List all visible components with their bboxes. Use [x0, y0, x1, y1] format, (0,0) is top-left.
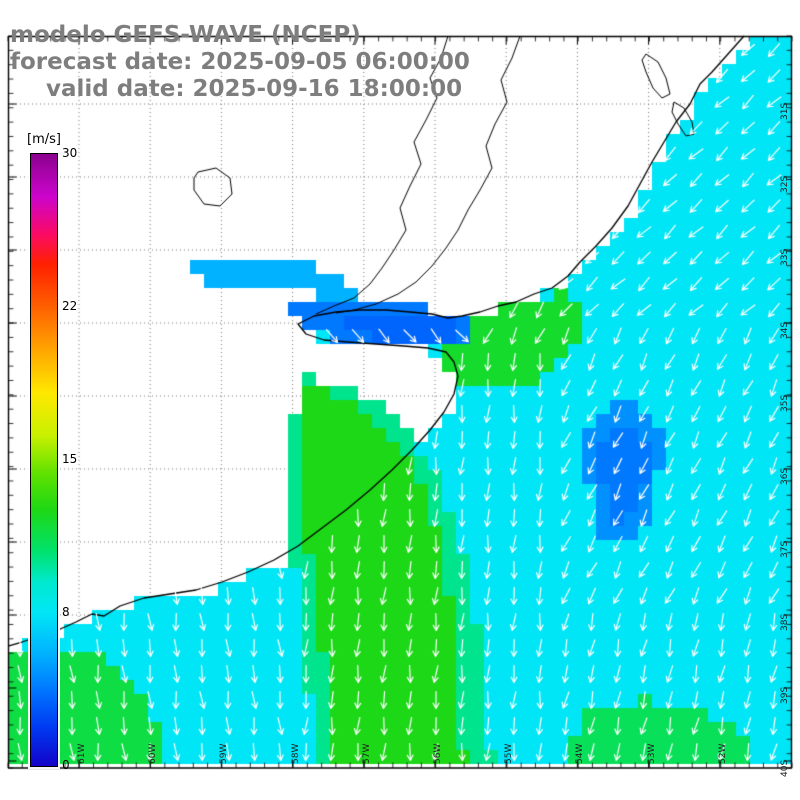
colorbar-tick-label: 15	[62, 452, 78, 466]
x-tick-label: 57W	[361, 743, 372, 764]
y-tick-label: 35S	[780, 394, 790, 412]
y-tick-label: 36S	[780, 467, 790, 485]
x-tick-label: 56W	[433, 743, 443, 764]
x-tick-label: 58W	[290, 743, 301, 764]
x-tick-label: 60W	[148, 743, 159, 764]
colorbar-unit-label: [m/s]	[27, 132, 61, 147]
chart-title-block: modelo GEFS-WAVE (NCEP) forecast date: 2…	[10, 22, 470, 103]
x-tick-label: 61W	[77, 743, 87, 764]
y-tick-label: 37S	[780, 540, 790, 558]
forecast-date-label: forecast date: 2025-09-05 06:00:00	[10, 49, 470, 75]
y-tick-label: 38S	[780, 613, 790, 631]
x-tick-label: 53W	[646, 743, 657, 764]
y-tick-label: 32S	[780, 175, 790, 193]
colorbar-tick-label: 22	[62, 299, 78, 313]
x-tick-label: 55W	[504, 743, 515, 764]
y-tick-label: 39S	[780, 686, 790, 704]
y-tick-label: 33S	[780, 248, 790, 266]
y-tick-label: 34S	[780, 321, 790, 339]
colorbar-gradient	[30, 153, 58, 767]
x-tick-label: 54W	[575, 743, 586, 764]
colorbar-tick-label: 30	[62, 146, 78, 160]
colorbar-tick-label: 0	[62, 758, 70, 772]
valid-date-label: valid date: 2025-09-16 18:00:00	[46, 76, 463, 102]
x-tick-label: 52W	[717, 743, 728, 764]
y-tick-label: 31S	[780, 102, 790, 120]
model-title: modelo GEFS-WAVE (NCEP)	[10, 22, 361, 48]
colorbar-tick-label: 8	[62, 605, 70, 619]
x-tick-label: 59W	[219, 743, 230, 764]
y-tick-label: 40S	[780, 759, 790, 777]
